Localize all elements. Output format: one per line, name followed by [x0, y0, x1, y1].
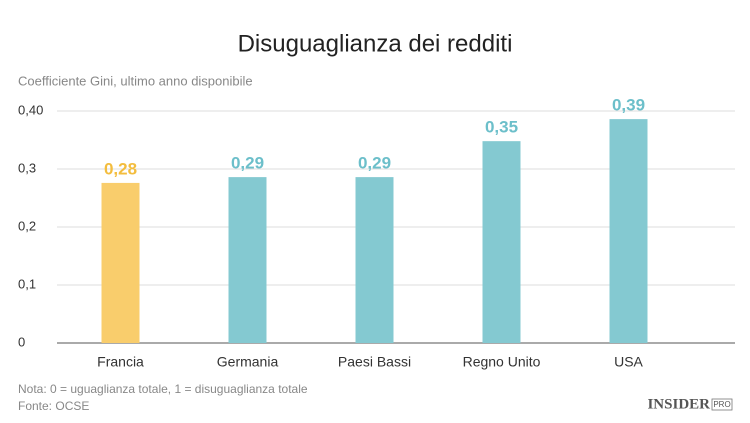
data-label: 0,35	[485, 118, 518, 137]
y-tick-label: 0,1	[18, 276, 36, 291]
x-tick-label: USA	[614, 354, 643, 370]
bar	[355, 177, 394, 343]
data-label: 0,29	[358, 154, 391, 173]
x-tick-label: Germania	[217, 354, 279, 370]
chart-title: Disuguaglianza dei redditi	[238, 30, 513, 57]
source: Fonte: OCSE	[18, 399, 89, 413]
bar	[101, 182, 140, 343]
y-tick-label: 0,3	[18, 160, 36, 175]
data-label: 0,39	[612, 96, 645, 115]
y-tick-label: 0,40	[18, 102, 43, 117]
x-tick-label: Regno Unito	[463, 354, 541, 370]
data-label: 0,29	[231, 154, 264, 173]
bar	[228, 177, 267, 343]
bar	[482, 141, 521, 343]
x-tick-label: Paesi Bassi	[338, 354, 411, 370]
x-tick-label: Francia	[97, 354, 144, 370]
bar	[609, 119, 648, 344]
logo: INSIDER	[647, 396, 710, 412]
y-tick-label: 0,2	[18, 218, 36, 233]
y-tick-label: 0	[18, 334, 25, 349]
data-label: 0,28	[104, 159, 137, 178]
chart-subtitle: Coefficiente Gini, ultimo anno disponibi…	[18, 73, 253, 88]
note: Nota: 0 = uguaglianza totale, 1 = disugu…	[18, 382, 308, 396]
logo-badge-frame	[711, 398, 733, 411]
logo-badge: PRO	[713, 400, 730, 409]
